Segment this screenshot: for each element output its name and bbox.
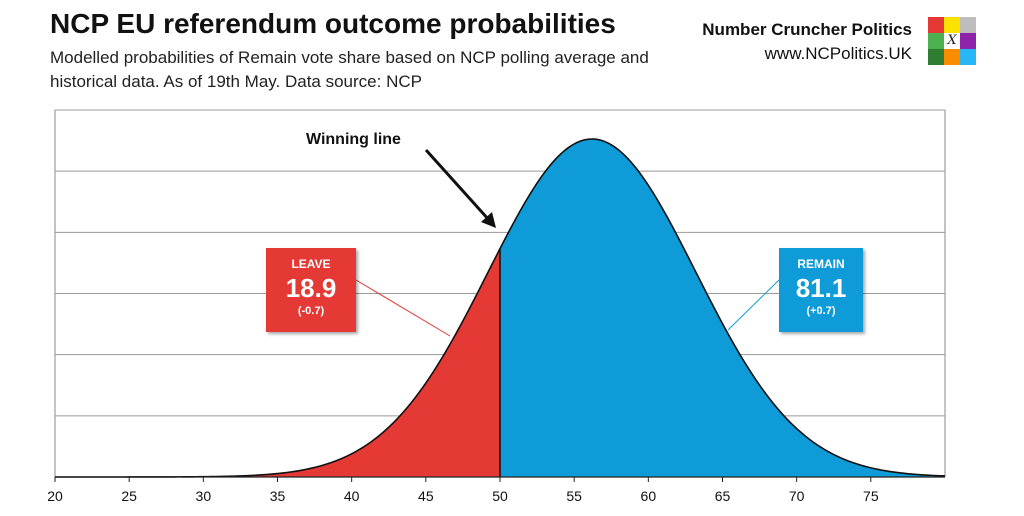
remain-change: (+0.7) (806, 305, 836, 317)
x-tick-label: 30 (196, 488, 212, 504)
remain-label: REMAIN (797, 257, 845, 271)
leave-change: (-0.7) (297, 305, 325, 317)
x-tick-label: 35 (270, 488, 286, 504)
logo-cell (960, 17, 976, 33)
x-tick-label: 40 (344, 488, 360, 504)
chart-subtitle: Modelled probabilities of Remain vote sh… (50, 48, 649, 91)
winning-line-label: Winning line (306, 131, 401, 148)
leave-callout: LEAVE 18.9 (-0.7) (266, 248, 356, 332)
remain-probability: 81.1 (795, 273, 847, 303)
logo-cell (960, 49, 976, 65)
winning-line-arrow (424, 148, 491, 222)
logo-cell (944, 17, 960, 33)
logo-cell (944, 49, 960, 65)
x-tick-label: 45 (418, 488, 434, 504)
logo-cell (928, 17, 944, 33)
brand-name: Number Cruncher Politics (702, 20, 912, 39)
brand-url[interactable]: www.NCPolitics.UK (764, 44, 912, 63)
x-tick-label: 20 (47, 488, 63, 504)
x-tick-label: 65 (715, 488, 731, 504)
area-leave (55, 248, 500, 477)
leave-label: LEAVE (291, 257, 331, 271)
leave-probability: 18.9 (285, 273, 337, 303)
x-tick-label: 75 (863, 488, 879, 504)
ncp-logo-icon: X (928, 17, 976, 65)
x-tick-label: 50 (492, 488, 508, 504)
logo-cell (928, 33, 944, 49)
chart-title: NCP EU referendum outcome probabilities (50, 8, 616, 39)
x-tick-label: 60 (641, 488, 657, 504)
x-tick-label: 55 (566, 488, 582, 504)
logo-cross-mark: X (944, 33, 960, 49)
x-tick-label: 70 (789, 488, 805, 504)
logo-cell (928, 49, 944, 65)
x-tick-label: 25 (121, 488, 137, 504)
remain-leader-line (727, 279, 780, 331)
logo-cell (960, 33, 976, 49)
area-remain (500, 139, 945, 477)
winning-line-arrowhead (481, 212, 496, 228)
leave-leader-line (355, 279, 451, 337)
remain-callout: REMAIN 81.1 (+0.7) (779, 248, 863, 332)
